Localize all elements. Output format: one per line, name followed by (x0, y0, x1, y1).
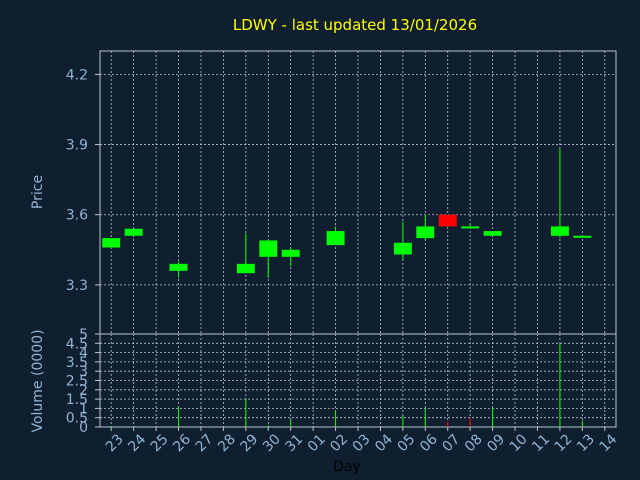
volume-tick-label: 0 (79, 420, 88, 436)
candle-body (102, 238, 121, 248)
candle-body (461, 226, 480, 229)
price-tick-label: 3.9 (66, 138, 88, 154)
x-tick-label: 02 (327, 431, 351, 455)
volume-tick-label: 4 (79, 346, 88, 362)
candle-body (236, 263, 255, 274)
x-tick-label: 27 (193, 431, 217, 455)
x-tick-label: 08 (462, 431, 486, 455)
x-tick-label: 24 (125, 431, 149, 455)
volume-tick-label: 4.5 (66, 336, 88, 352)
candle-body (124, 228, 143, 236)
volume-axis-label: Volume (0000) (30, 329, 46, 432)
volume-tick-label: 2.5 (66, 374, 88, 390)
candle-body (259, 240, 278, 257)
candle-body (393, 242, 412, 255)
x-tick-label: 03 (350, 431, 374, 455)
candle-body (438, 214, 457, 227)
x-tick-label: 05 (395, 431, 419, 455)
volume-tick-label: 3.5 (66, 355, 88, 371)
x-tick-label: 10 (507, 431, 531, 455)
chart-title: LDWY - last updated 13/01/2026 (233, 16, 477, 34)
x-tick-label: 11 (529, 431, 553, 455)
x-tick-label: 01 (305, 431, 329, 455)
volume-tick-label: 5 (79, 327, 88, 343)
x-tick-label: 13 (574, 431, 598, 455)
candle-body (573, 235, 592, 238)
x-tick-label: 09 (484, 431, 508, 455)
x-axis-label: Day (333, 459, 361, 475)
candle-body (326, 231, 345, 246)
price-axis-label: Price (30, 175, 46, 209)
price-tick-label: 3.6 (66, 208, 88, 224)
x-tick-label: 12 (552, 431, 576, 455)
candle-body (416, 226, 435, 239)
volume-tick-label: 0.5 (66, 411, 88, 427)
x-tick-label: 29 (238, 431, 262, 455)
x-tick-label: 04 (372, 431, 396, 455)
candle-body (169, 263, 188, 271)
volume-panel: 00.511.522.533.544.55 232425262728293031… (30, 327, 620, 475)
price-panel: 3.3 3.6 3.9 4.2 Price (30, 50, 617, 335)
x-tick-label: 06 (417, 431, 441, 455)
x-tick-label: 30 (260, 431, 284, 455)
candle-body (550, 226, 569, 236)
x-tick-label: 28 (215, 431, 239, 455)
volume-tick-label: 1 (79, 401, 88, 417)
x-tick-label: 25 (148, 431, 172, 455)
x-tick-label: 26 (170, 431, 194, 455)
volume-tick-label: 3 (79, 364, 88, 380)
price-tick-label: 4.2 (66, 67, 88, 83)
candle-body (281, 249, 300, 257)
x-tick-label: 23 (103, 431, 127, 455)
x-tick-label: 14 (596, 431, 620, 455)
candle-body (483, 231, 502, 236)
price-tick-label: 3.3 (66, 278, 88, 294)
volume-tick-label: 1.5 (66, 392, 88, 408)
x-tick-label: 07 (439, 431, 463, 455)
volume-tick-label: 2 (79, 383, 88, 399)
x-tick-label: 31 (282, 431, 306, 455)
